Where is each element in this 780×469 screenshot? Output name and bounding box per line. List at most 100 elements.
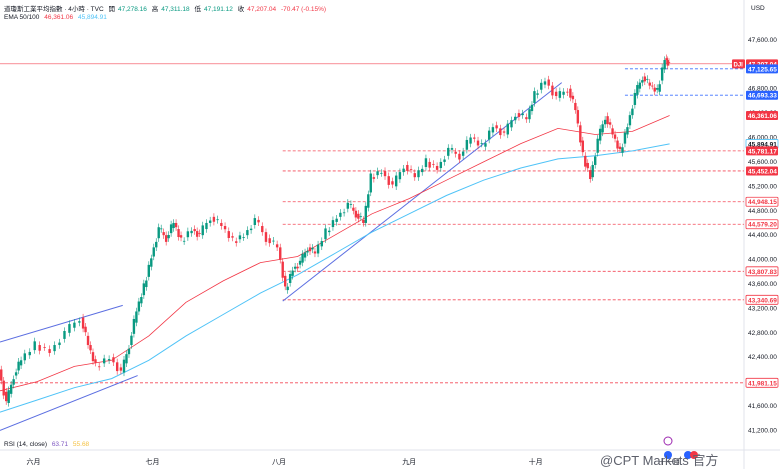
candle-body: [286, 286, 289, 291]
price-label: 45,894.91: [748, 141, 777, 148]
candle-body: [68, 324, 71, 333]
candle-body: [571, 95, 575, 100]
price-label: 46,361.06: [748, 113, 777, 120]
candle-body: [63, 330, 66, 339]
price-label-box: [745, 294, 779, 305]
candle-body: [160, 228, 163, 230]
trendline: [0, 375, 138, 431]
candle-body: [476, 140, 480, 146]
y-tick-label: 44,400.00: [748, 232, 777, 239]
candle-body: [621, 147, 624, 153]
candle-body: [19, 360, 23, 366]
candle-body: [611, 128, 614, 135]
candle-body: [435, 166, 439, 170]
candle-body: [246, 230, 249, 236]
candle-body: [84, 326, 87, 333]
y-tick-label: 45,200.00: [748, 183, 777, 190]
candle-body: [551, 85, 554, 96]
price-label: 47,125.65: [748, 66, 777, 73]
candle-body: [249, 228, 253, 231]
symbol-title[interactable]: 道瓊斯工業平均指數 · 4小時 · TVC: [4, 6, 104, 13]
event-flag-icon: [664, 451, 672, 459]
symbol-tag-box: [732, 59, 745, 69]
candle-body: [223, 226, 227, 230]
candle-body: [473, 137, 476, 139]
candle-body: [510, 120, 513, 128]
rsi-legend[interactable]: RSI (14, close) 63.71 55.68: [4, 441, 92, 448]
candle-body: [499, 128, 502, 136]
price-label-box: [745, 377, 779, 388]
candle-body: [53, 345, 56, 352]
candle-body: [428, 161, 431, 168]
price-label: 46,693.33: [748, 93, 777, 100]
symbol-tag: DJI: [734, 62, 744, 68]
candle-body: [14, 372, 18, 376]
candle-body: [293, 266, 297, 269]
candle-body: [521, 113, 524, 116]
candle-body: [364, 205, 367, 223]
candle-body: [402, 168, 405, 173]
candle-body: [562, 91, 565, 95]
x-tick-label: 九月: [402, 457, 416, 466]
candle-body: [383, 171, 387, 177]
candle-body: [357, 213, 360, 219]
price-label: 45,781.17: [748, 148, 777, 155]
candle-body: [491, 127, 495, 133]
candle-body: [91, 352, 95, 362]
candle-body: [502, 131, 506, 133]
price-label: 43,340.69: [748, 297, 777, 304]
candle-body: [528, 109, 531, 120]
y-tick-label: 41,200.00: [748, 427, 777, 434]
candle-body: [608, 122, 612, 125]
candle-body: [130, 335, 133, 346]
candle-body: [525, 117, 528, 120]
candle-body: [122, 359, 126, 373]
candle-body: [73, 322, 76, 328]
candle-body: [306, 251, 309, 253]
candle-body: [484, 143, 487, 147]
price-label: 43,807.83: [748, 269, 777, 276]
close-value: 47,207.04: [247, 6, 277, 13]
y-tick-label: 44,000.00: [748, 257, 777, 264]
candle-body: [167, 234, 170, 239]
candle-body: [7, 390, 10, 404]
candle-body: [349, 204, 353, 205]
candle-body: [142, 283, 146, 296]
candle-body: [135, 311, 138, 323]
ema-legend[interactable]: EMA 50/100 46,361.06 45,894.91: [4, 14, 110, 21]
candle-body: [398, 172, 402, 180]
candle-body: [12, 379, 15, 385]
price-label: 41,981.15: [748, 380, 777, 387]
candle-body: [205, 222, 208, 230]
candle-body: [125, 354, 128, 364]
candle-body: [362, 219, 365, 223]
y-tick-label: 43,200.00: [748, 305, 777, 312]
candle-body: [461, 151, 465, 156]
change-value: -70.47 (-0.15%): [280, 6, 327, 13]
candle-body: [554, 91, 558, 97]
candle-body: [17, 361, 20, 371]
candle-body: [208, 220, 212, 223]
price-label-box: [746, 146, 778, 156]
candle-body: [177, 229, 180, 237]
candle-body: [633, 92, 637, 105]
candle-body: [182, 240, 186, 242]
candle-body: [591, 164, 594, 178]
candle-body: [646, 78, 649, 80]
candle-body: [447, 147, 450, 156]
event-flag-icon: [690, 451, 698, 459]
candle-body: [78, 321, 81, 323]
candle-body: [536, 93, 539, 95]
candle-body: [409, 169, 413, 170]
candle-body: [540, 82, 543, 90]
candle-body: [155, 241, 158, 248]
candle-body: [89, 345, 92, 351]
candle-body: [150, 258, 153, 267]
candle-body: [506, 123, 509, 135]
candle-body: [636, 85, 639, 95]
candle-body: [380, 172, 383, 174]
candle-body: [394, 175, 398, 187]
candle-body: [281, 261, 284, 278]
y-tick-label: 45,600.00: [748, 159, 777, 166]
